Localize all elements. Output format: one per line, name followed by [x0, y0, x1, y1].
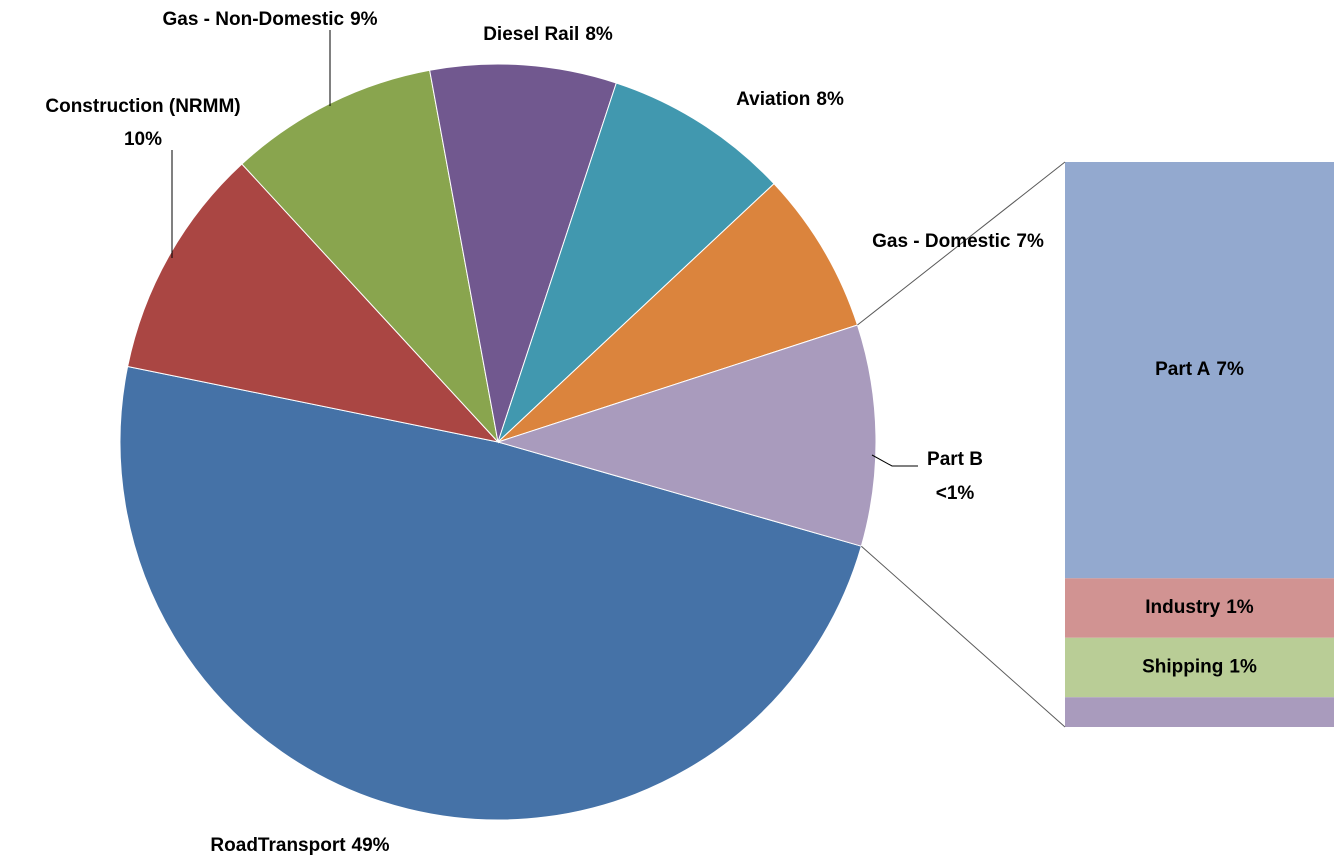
bar-label: Industry 1% [1145, 597, 1254, 618]
category-name: Aviation [736, 89, 810, 110]
value-label: <1% [936, 483, 975, 504]
data-label: Aviation 8% [736, 89, 844, 110]
data-label: Gas - Non-Domestic 9% [162, 9, 377, 30]
category-name: RoadTransport [210, 835, 346, 856]
value-label: 8% [816, 89, 844, 110]
bar-segment [1065, 697, 1334, 727]
data-label: Gas - Domestic 7% [872, 231, 1044, 252]
category-name: Construction (NRMM) [45, 96, 240, 117]
bar-segment [1065, 637, 1334, 698]
pie-slice [127, 163, 500, 443]
value-label: 7% [1016, 231, 1044, 252]
category-name: Gas - Domestic [872, 231, 1011, 252]
category-name: Industry [1145, 597, 1220, 618]
bar-segment [1065, 162, 1334, 579]
pie-slice [429, 63, 617, 443]
category-name: Part B [927, 449, 983, 470]
leader-line [871, 454, 918, 467]
value-label: 7% [1216, 359, 1244, 380]
pie-slice [496, 324, 877, 547]
connector [861, 545, 1066, 728]
connector [857, 161, 1066, 326]
data-label: Diesel Rail 8% [483, 24, 613, 45]
bar-segment [1065, 578, 1334, 638]
data-label: RoadTransport 49% [210, 835, 389, 856]
category-name: Diesel Rail [483, 24, 579, 45]
value-label: 1% [1229, 657, 1257, 678]
category-name: Part A [1155, 359, 1211, 380]
pie-slice [497, 182, 859, 443]
bar-label: Shipping 1% [1142, 657, 1257, 678]
bar-label: Part A 7% [1155, 359, 1244, 380]
value-label: 1% [1226, 597, 1254, 618]
value-label: 9% [350, 9, 378, 30]
pie-slice [241, 69, 499, 444]
pie-slice [497, 82, 775, 443]
value-label: 49% [352, 835, 390, 856]
category-name: Gas - Non-Domestic [162, 9, 344, 30]
value-label: 8% [585, 24, 613, 45]
pie-slice [119, 365, 862, 821]
category-name: Shipping [1142, 657, 1223, 678]
value-label: 10% [124, 129, 162, 150]
